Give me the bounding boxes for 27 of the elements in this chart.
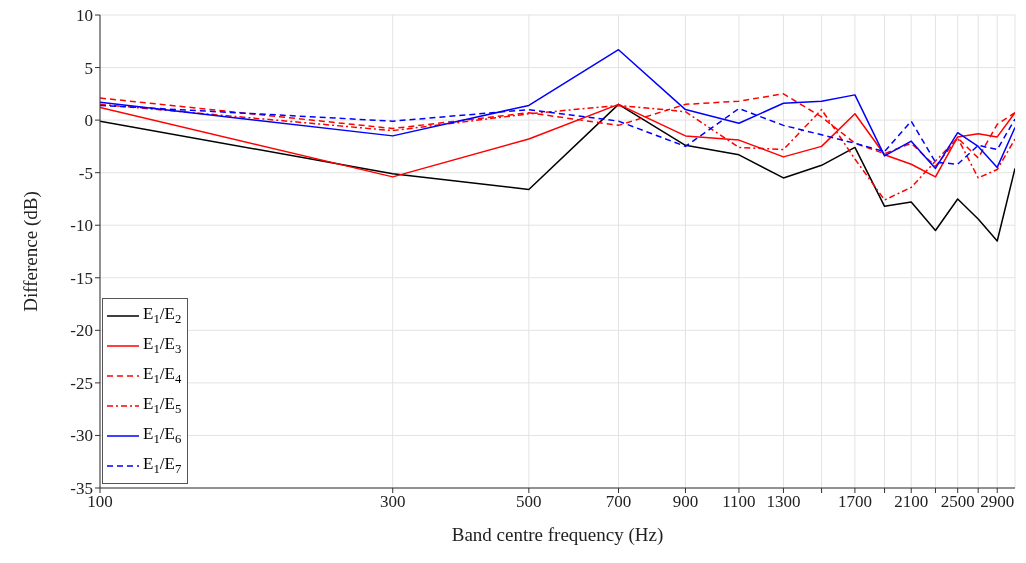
x-tick-label: 1700 — [837, 492, 872, 512]
y-axis-title: Difference (dB) — [19, 191, 42, 312]
y-tick-label: 10 — [76, 6, 93, 26]
y-tick-label: -5 — [78, 163, 93, 183]
legend-label: E$_{1}$/E$_{2}$ — [143, 304, 182, 327]
y-tick-label: 5 — [84, 58, 93, 78]
x-tick-label: 2500 — [940, 492, 975, 512]
legend-label: E$_{1}$/E$_{5}$ — [143, 394, 182, 417]
x-tick-label: 300 — [379, 492, 406, 512]
x-tick-label: 2900 — [980, 492, 1015, 512]
y-tick-label: -10 — [70, 216, 93, 236]
x-tick-label: 900 — [672, 492, 699, 512]
y-tick-label: 0 — [84, 111, 93, 131]
y-tick-label: -30 — [70, 426, 93, 446]
y-tick-label: -20 — [70, 321, 93, 341]
legend-label: E$_{1}$/E$_{4}$ — [143, 364, 182, 387]
legend-label: E$_{1}$/E$_{6}$ — [143, 424, 182, 447]
x-tick-label: 1100 — [722, 492, 756, 512]
y-tick-label: -25 — [70, 373, 93, 393]
legend-label: E$_{1}$/E$_{7}$ — [143, 454, 182, 477]
legend-label: E$_{1}$/E$_{3}$ — [143, 334, 182, 357]
x-axis-title: Band centre frequency (Hz) — [451, 524, 664, 546]
y-tick-label: -15 — [70, 268, 93, 288]
x-tick-label: 500 — [516, 492, 542, 512]
x-tick-label: 700 — [605, 492, 632, 512]
x-tick-label: 1300 — [766, 492, 801, 512]
x-tick-label: 2100 — [894, 492, 929, 512]
